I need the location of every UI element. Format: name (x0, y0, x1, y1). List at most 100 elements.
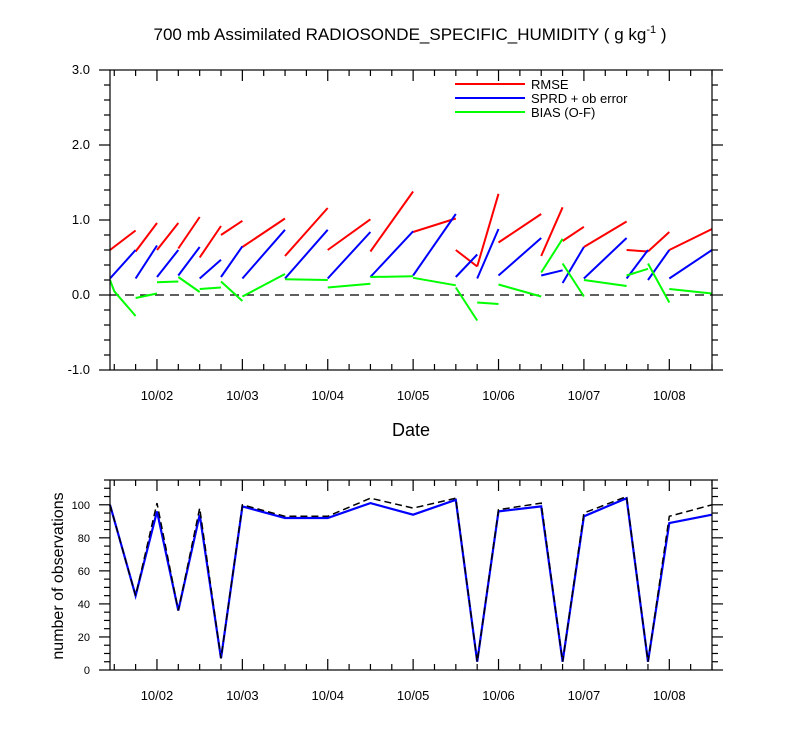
series-rmse-segment (540, 206, 564, 257)
bottom-x-tick-label: 10/06 (482, 688, 515, 703)
top-x-tick-label: 10/07 (568, 388, 601, 403)
bottom-plot-frame (109, 479, 713, 671)
series-sprd-ob-error-segment (497, 237, 542, 277)
legend-label: RMSE (531, 77, 569, 92)
series-sprd-ob-error-segment (326, 231, 372, 280)
legend-label: SPRD + ob error (531, 91, 628, 106)
figure-title-main: 700 mb Assimilated RADIOSONDE_SPECIFIC_H… (154, 25, 647, 44)
series-bias-o-f-segment (370, 275, 414, 278)
series-sprd-ob-error-segment (647, 249, 671, 281)
figure-title-close: ) (656, 25, 666, 44)
top-y-tick-label: 0.0 (72, 287, 90, 302)
series-bias-o-f-segment (412, 276, 456, 287)
top-axis-ticks (99, 69, 723, 371)
series-sprd-ob-error-segment (241, 229, 286, 280)
top-y-tick-label: 1.0 (72, 212, 90, 227)
series-sprd-ob-error-segment (476, 228, 500, 279)
series-sprd-ob-error-segment (561, 246, 585, 284)
series-rmse-segment (198, 225, 222, 259)
bottom-chart: 10/02 10/03 10/04 10/05 10/06 10/07 10/08 0 20 40… (50, 479, 723, 703)
series-rmse-segment (284, 207, 329, 257)
bottom-y-tick-label: 100 (72, 500, 90, 512)
figure-title: 700 mb Assimilated RADIOSONDE_SPECIFIC_H… (154, 24, 667, 44)
series-bias-o-f-segment (327, 282, 371, 289)
bottom-x-tick-label: 10/04 (311, 688, 344, 703)
bottom-axis-ticks (99, 479, 723, 671)
series-sprd-ob-error-segment (110, 249, 137, 280)
bottom-y-tick-label: 0 (84, 665, 90, 677)
top-data-area (110, 190, 712, 322)
top-x-tick-label: 10/06 (482, 388, 515, 403)
series-bias-o-f-segment (156, 280, 179, 284)
series-rmse-segment (668, 228, 712, 251)
series-rmse-segment (134, 222, 158, 253)
series-rmse-segment (647, 231, 670, 253)
bottom-axis-labels: 10/02 10/03 10/04 10/05 10/06 10/07 10/08 0 20 40… (72, 500, 686, 703)
series-rmse-segment (369, 190, 414, 253)
bottom-x-tick-label: 10/07 (568, 688, 601, 703)
bottom-y-tick-label: 40 (78, 599, 90, 611)
series-used-line (108, 496, 713, 662)
bottom-x-tick-label: 10/02 (141, 688, 174, 703)
top-plot-frame (109, 69, 713, 371)
bottom-y-tick-label: 20 (78, 632, 90, 644)
series-sprd-ob-error-segment (177, 246, 201, 277)
top-x-axis-label: Date (392, 420, 430, 440)
top-chart: 10/02 10/03 10/04 10/05 10/06 10/07 10/08 -1.0 0… (68, 62, 723, 440)
series-bias-o-f-segment (199, 286, 222, 290)
bottom-y-tick-label: 80 (78, 533, 90, 545)
series-rmse-segment (412, 217, 457, 233)
series-sprd-ob-error-segment (134, 244, 158, 280)
top-x-tick-label: 10/08 (653, 388, 686, 403)
series-rmse-segment (177, 216, 201, 250)
series-sprd-ob-error-segment (199, 259, 222, 280)
top-x-tick-label: 10/05 (397, 388, 430, 403)
legend-label: BIAS (O-F) (531, 105, 595, 120)
series-rmse-segment (497, 213, 542, 244)
bottom-x-tick-label: 10/03 (226, 688, 259, 703)
figure-title-superscript: -1 (646, 24, 656, 36)
series-rmse-segment (476, 193, 500, 267)
series-bias-o-f-segment (540, 238, 564, 274)
series-bias-o-f-segment (284, 278, 328, 281)
series-rmse-segment (220, 219, 243, 236)
series-rmse-segment (241, 217, 286, 248)
series-bias-o-f-segment (135, 292, 158, 299)
series-rmse-segment (327, 218, 371, 251)
series-rmse-segment (626, 249, 649, 253)
bottom-x-tick-label: 10/05 (397, 688, 430, 703)
top-x-tick-label: 10/04 (311, 388, 344, 403)
series-bias-o-f-segment (669, 288, 712, 295)
series-sprd-ob-error-segment (220, 245, 244, 278)
series-bias-o-f-segment (647, 263, 671, 303)
series-sprd-ob-error-segment (668, 249, 712, 280)
series-bias-o-f-segment (454, 286, 479, 322)
series-bias-o-f-segment (626, 267, 649, 277)
bottom-y-axis-label: number of observations (50, 492, 67, 659)
series-sprd-ob-error-segment (284, 229, 329, 280)
series-bias-o-f-segment (498, 283, 542, 298)
top-y-tick-label: -1.0 (68, 362, 90, 377)
series-bias-o-f-segment (177, 276, 201, 293)
top-y-tick-label: 3.0 (72, 62, 90, 77)
series-bias-o-f-segment (110, 279, 137, 317)
bottom-x-tick-label: 10/08 (653, 688, 686, 703)
series-bias-o-f-segment (477, 301, 499, 305)
series-bias-o-f-segment (220, 280, 244, 302)
bottom-y-tick-label: 60 (78, 566, 90, 578)
series-sprd-ob-error-segment (156, 249, 180, 278)
series-bias-o-f-segment (241, 273, 286, 298)
series-rmse-segment (583, 220, 628, 248)
series-bias-o-f-segment (583, 279, 627, 287)
series-rmse-segment (156, 222, 180, 251)
series-rmse-segment (455, 249, 478, 268)
top-x-tick-label: 10/02 (141, 388, 174, 403)
series-possible-line (109, 495, 713, 662)
series-sprd-ob-error-segment (412, 213, 457, 277)
series-sprd-ob-error-segment (583, 237, 628, 280)
series-rmse-segment (110, 229, 137, 251)
series-bias-o-f-segment (561, 262, 585, 298)
bottom-data-area (108, 495, 713, 662)
